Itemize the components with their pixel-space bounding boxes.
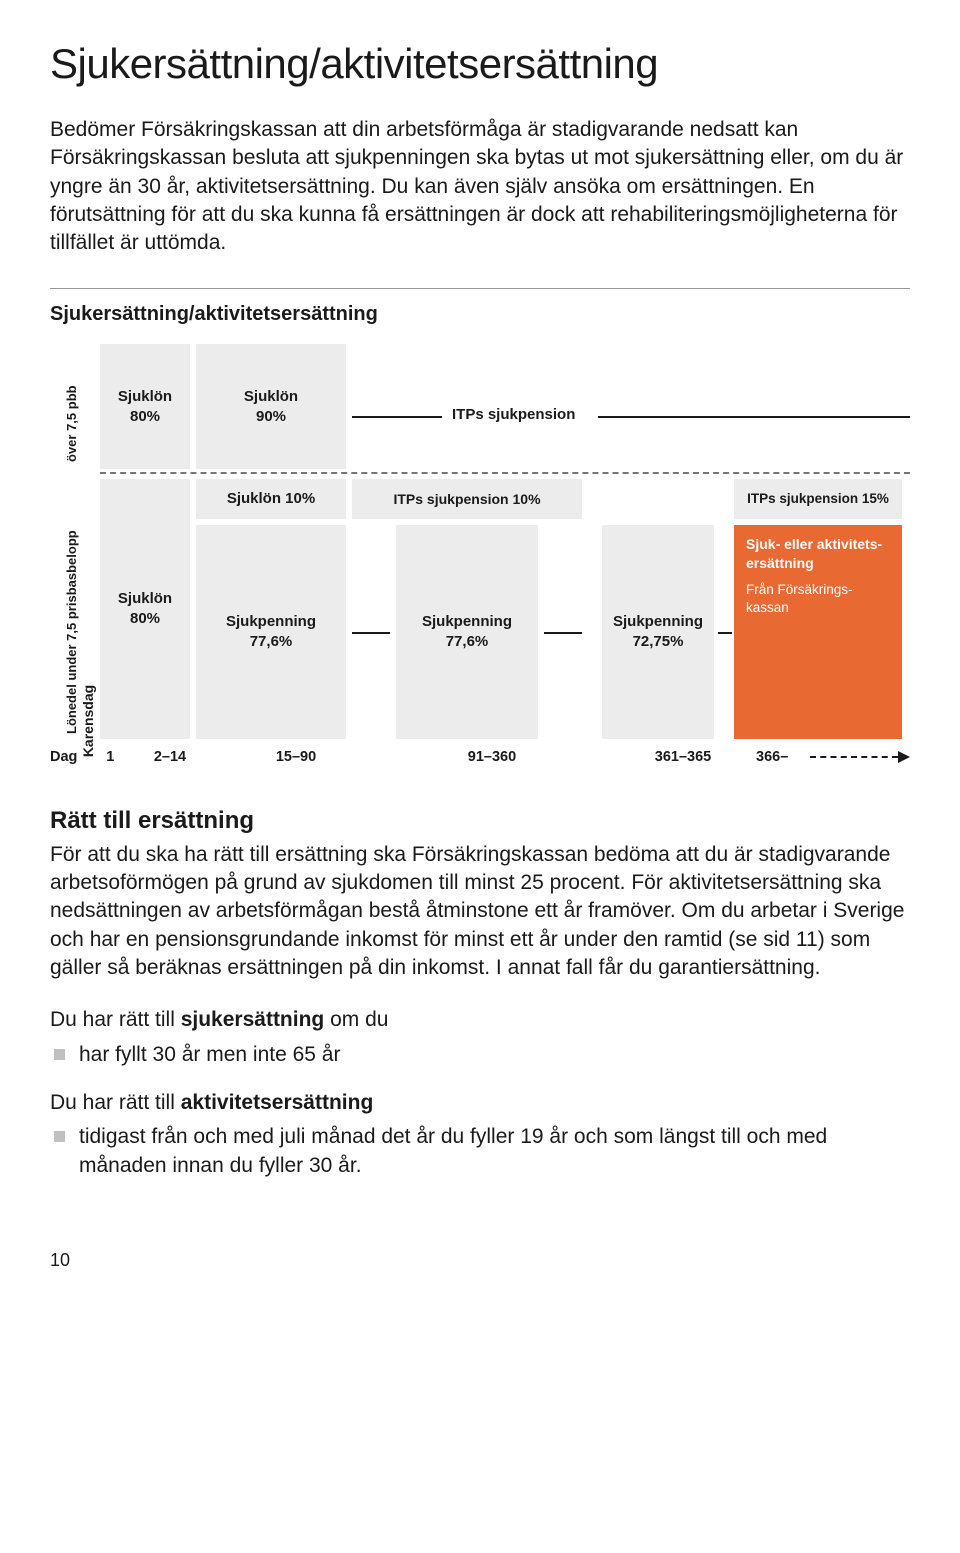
karensdag-label: Karensdag — [80, 685, 96, 757]
itp-line-left — [352, 416, 442, 418]
x-tick-4: 91–360 — [374, 749, 610, 765]
x-tick-5: 361–365 — [610, 749, 756, 765]
lead-bold: sjukersättning — [181, 1008, 325, 1031]
connector-right-2 — [718, 632, 732, 634]
y-axis-label-top: över 7,5 pbb — [64, 385, 79, 462]
x-tick-3: 15–90 — [218, 749, 374, 765]
karensdag-column: Karensdag — [76, 344, 100, 739]
bullet-text: tidigast från och med juli månad det år … — [79, 1123, 910, 1180]
y-axis-label-bottom: Lönedel under 7,5 prisbasbelopp — [64, 530, 79, 734]
x-tick-2: 2–14 — [122, 749, 218, 765]
cell-sjuklon-10: Sjuklön 10% — [196, 479, 346, 519]
cell-sjukpenning-776-b: Sjukpenning 77,6% — [396, 525, 538, 739]
cell-label: Sjuklön — [118, 388, 172, 405]
top-cell-sjuklon-90: Sjuklön 90% — [196, 344, 346, 469]
lead-text-c: om du — [324, 1008, 388, 1031]
cell-label: Sjukpenning — [422, 613, 512, 630]
chart: över 7,5 pbb Lönedel under 7,5 prisbasbe… — [50, 344, 910, 739]
cell-label: Sjukpenning — [613, 613, 703, 630]
bullet-1: har fyllt 30 år men inte 65 år — [50, 1041, 910, 1069]
point2-lead: Du har rätt till aktivitetsersättning — [50, 1089, 910, 1117]
chart-title: Sjukersättning/aktivitetsersättning — [50, 303, 910, 326]
bullet-square-icon — [54, 1049, 65, 1060]
bottom-col-5: ITPs sjuk­pension 15% Sjuk- eller aktivi… — [734, 479, 902, 739]
point1-lead: Du har rätt till sjukersättning om du — [50, 1006, 910, 1034]
bullet-square-icon — [54, 1131, 65, 1142]
bottom-col-2: Sjuklön 10% Sjukpenning 77,6% — [196, 479, 346, 739]
cell-label: Sjukpenning — [226, 613, 316, 630]
section-body: För att du ska ha rätt till ersättning s… — [50, 841, 910, 983]
bullet-text: har fyllt 30 år men inte 65 år — [79, 1041, 340, 1069]
page-number: 10 — [50, 1250, 910, 1271]
section-heading: Rätt till ersättning — [50, 807, 910, 835]
cell-value: 72,75% — [633, 633, 684, 650]
cell-label: Sjuklön — [118, 590, 172, 607]
lead-text-a: Du har rätt till — [50, 1091, 181, 1114]
cell-sjukpenning-776-a: Sjukpenning 77,6% — [196, 525, 346, 739]
lead-bold: aktivitetsersättning — [181, 1091, 374, 1114]
cell-value: 80% — [130, 408, 160, 425]
bullet-2: tidigast från och med juli månad det år … — [50, 1123, 910, 1180]
orange-bold: Sjuk- eller aktivitets­ersättning — [746, 535, 890, 573]
cell-value: 80% — [130, 610, 160, 627]
dashed-divider — [100, 472, 910, 474]
connector-left — [352, 632, 390, 634]
intro-paragraph: Bedömer Försäkringskassan att din arbets… — [50, 116, 910, 258]
page-title: Sjukersättning/aktivitetsersättning — [50, 40, 910, 88]
bottom-col-3: ITPs sjukpension 10% Sjukpenning 77,6% — [352, 479, 582, 739]
orange-text: Från Försäkrings­kassan — [746, 581, 890, 617]
cell-itp-10: ITPs sjukpension 10% — [352, 479, 582, 519]
x-tick-6: 366– — [756, 749, 810, 765]
itp-line-right — [598, 416, 910, 418]
top-cell-sjuklon-80: Sjuklön 80% — [100, 344, 190, 469]
cell-label: Sjuklön — [244, 388, 298, 405]
cell-value: 90% — [256, 408, 286, 425]
connector-right — [544, 632, 582, 634]
cell-itp-15: ITPs sjuk­pension 15% — [734, 479, 902, 519]
x-tick-1: 1 — [99, 749, 122, 765]
itp-label: ITPs sjukpension — [452, 406, 575, 423]
divider-top — [50, 288, 910, 289]
lead-text-a: Du har rätt till — [50, 1008, 181, 1031]
x-axis-arrow — [810, 752, 910, 762]
cell-value: 77,6% — [446, 633, 489, 650]
cell-orange-ersattning: Sjuk- eller aktivitets­ersättning Från F… — [734, 525, 902, 739]
x-axis: Dag 1 2–14 15–90 91–360 361–365 366– — [50, 749, 910, 765]
cell-sjukpenning-7275: Sjukpenning 72,75% — [602, 525, 714, 739]
cell-value: 77,6% — [250, 633, 293, 650]
bottom-cell-sjuklon-80: Sjuklön 80% — [100, 479, 190, 739]
